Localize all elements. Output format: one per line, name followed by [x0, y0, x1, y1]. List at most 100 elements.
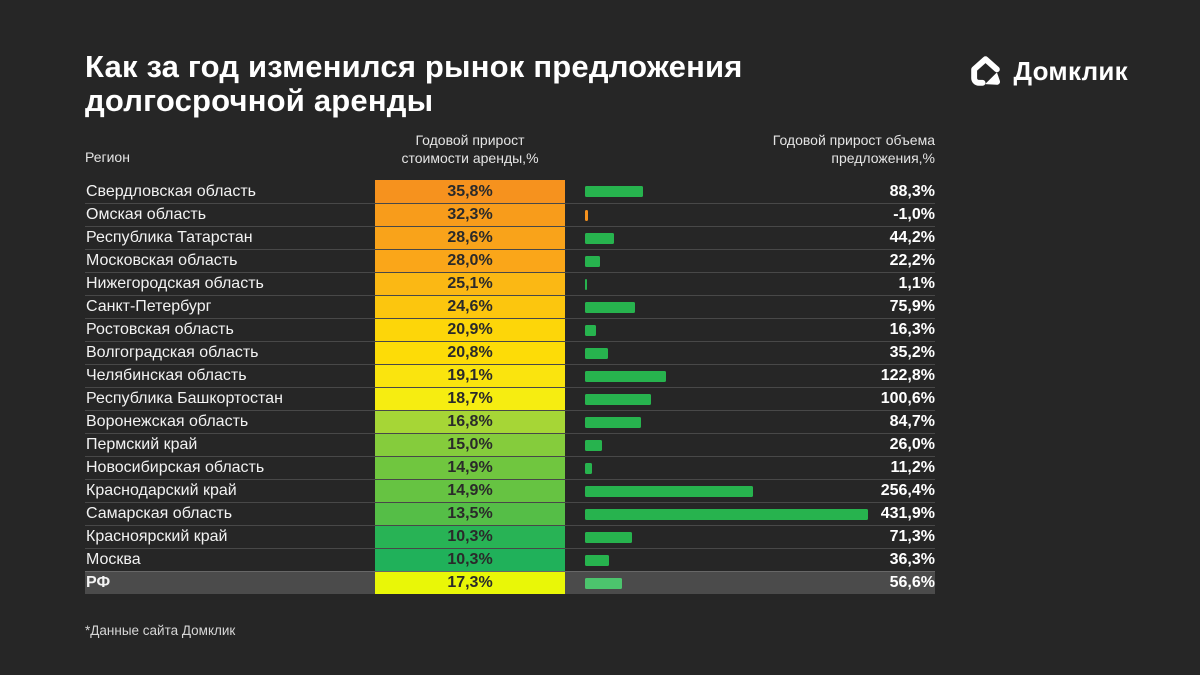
column-header-region: Регион [85, 149, 130, 165]
table-row: Омская область 32,3% -1,0% [85, 203, 935, 226]
volume-bar [585, 554, 609, 566]
column-header-price-line2: стоимости аренды,% [401, 149, 539, 166]
volume-value: 16,3% [889, 321, 935, 338]
price-growth-cell: 16,8% [375, 411, 565, 433]
column-header-volume: Годовой прирост объема предложения,% [635, 132, 935, 167]
price-growth-cell: 20,9% [375, 319, 565, 341]
table-row: РФ 17,3% 56,6% [85, 571, 935, 594]
brand-logo: Домклик [967, 52, 1128, 90]
region-label: Самарская область [86, 505, 233, 522]
volume-value: 36,3% [889, 551, 935, 568]
price-growth-cell: 19,1% [375, 365, 565, 387]
region-label: Новосибирская область [86, 459, 265, 476]
column-header-volume-line2: предложения,% [831, 149, 935, 166]
column-header-volume-line1: Годовой прирост объема [772, 132, 935, 148]
column-header-price: Годовой прирост стоимости аренды,% [375, 132, 565, 167]
region-label: Краснодарский край [86, 482, 237, 499]
table-row: Челябинская область 19,1% 122,8% [85, 364, 935, 387]
table-row: Санкт-Петербург 24,6% 75,9% [85, 295, 935, 318]
region-label: Пермский край [86, 436, 198, 453]
region-label: Москва [86, 551, 141, 568]
table-row: Самарская область 13,5% 431,9% [85, 502, 935, 525]
price-growth-cell: 35,8% [375, 180, 565, 203]
price-growth-cell: 10,3% [375, 526, 565, 548]
volume-bar [585, 416, 641, 428]
volume-bar [585, 209, 588, 221]
volume-value: 100,6% [880, 390, 935, 407]
price-growth-cell: 25,1% [375, 273, 565, 295]
page-title: Как за год изменился рынок предложения д… [85, 50, 743, 118]
volume-value: 11,2% [890, 459, 935, 476]
table-row: Москва 10,3% 36,3% [85, 548, 935, 571]
volume-bar [585, 347, 609, 359]
volume-bar [585, 301, 635, 313]
volume-bar [585, 577, 623, 589]
volume-bar [585, 439, 602, 451]
region-label: Воронежская область [86, 413, 249, 430]
volume-value: 44,2% [889, 229, 935, 246]
volume-bar [585, 186, 643, 197]
table-row: Московская область 28,0% 22,2% [85, 249, 935, 272]
volume-value: 84,7% [889, 413, 935, 430]
volume-value: 22,2% [889, 252, 935, 269]
volume-value: 26,0% [889, 436, 935, 453]
price-growth-cell: 32,3% [375, 204, 565, 226]
table-row: Краснодарский край 14,9% 256,4% [85, 479, 935, 502]
price-growth-cell: 10,3% [375, 549, 565, 571]
region-label: Красноярский край [86, 528, 228, 545]
table-row: Новосибирская область 14,9% 11,2% [85, 456, 935, 479]
volume-value: 88,3% [889, 182, 935, 200]
region-label: Республика Башкортостан [86, 390, 283, 407]
table-row: Красноярский край 10,3% 71,3% [85, 525, 935, 548]
table-row: Пермский край 15,0% 26,0% [85, 433, 935, 456]
price-growth-cell: 24,6% [375, 296, 565, 318]
volume-bar [585, 485, 753, 497]
table-row: Свердловская область 35,8% 88,3% [85, 180, 935, 203]
volume-value: 35,2% [889, 344, 935, 361]
region-label: РФ [86, 574, 111, 591]
price-growth-cell: 15,0% [375, 434, 565, 456]
volume-bar [585, 462, 593, 474]
region-label: Омская область [86, 206, 207, 223]
volume-bar [585, 278, 587, 290]
volume-value: 122,8% [880, 367, 935, 384]
volume-value: 431,9% [880, 505, 935, 522]
price-growth-cell: 20,8% [375, 342, 565, 364]
table-row: Воронежская область 16,8% 84,7% [85, 410, 935, 433]
footnote: *Данные сайта Домклик [85, 623, 236, 638]
region-label: Санкт-Петербург [86, 298, 212, 315]
price-growth-cell: 28,0% [375, 250, 565, 272]
volume-value: 56,6% [889, 574, 935, 591]
price-growth-cell: 28,6% [375, 227, 565, 249]
table-row: Ростовская область 20,9% 16,3% [85, 318, 935, 341]
region-label: Республика Татарстан [86, 229, 253, 246]
volume-bar [585, 324, 596, 336]
volume-bar [585, 370, 666, 382]
volume-value: 75,9% [889, 298, 935, 315]
region-label: Волгоградская область [86, 344, 259, 361]
volume-value: 1,1% [898, 275, 935, 292]
region-label: Челябинская область [86, 367, 247, 384]
page-title-line2: долгосрочной аренды [85, 83, 434, 118]
price-growth-cell: 17,3% [375, 572, 565, 594]
region-label: Нижегородская область [86, 275, 264, 292]
price-growth-cell: 14,9% [375, 480, 565, 502]
domclick-house-icon [971, 56, 1001, 86]
table-row: Волгоградская область 20,8% 35,2% [85, 341, 935, 364]
volume-value: 256,4% [880, 482, 935, 499]
region-label: Ростовская область [86, 321, 234, 338]
volume-value: 71,3% [889, 528, 935, 545]
price-growth-cell: 18,7% [375, 388, 565, 410]
page-title-line1: Как за год изменился рынок предложения [85, 49, 743, 84]
volume-bar [585, 508, 868, 520]
volume-bar [585, 531, 632, 543]
table-row: Нижегородская область 25,1% 1,1% [85, 272, 935, 295]
volume-bar [585, 232, 614, 244]
table-body: Свердловская область 35,8% 88,3% Омская … [85, 180, 935, 594]
column-header-price-line1: Годовой прирост [415, 132, 525, 148]
table-row: Республика Башкортостан 18,7% 100,6% [85, 387, 935, 410]
table-row: Республика Татарстан 28,6% 44,2% [85, 226, 935, 249]
volume-bar [585, 393, 651, 405]
price-growth-cell: 13,5% [375, 503, 565, 525]
